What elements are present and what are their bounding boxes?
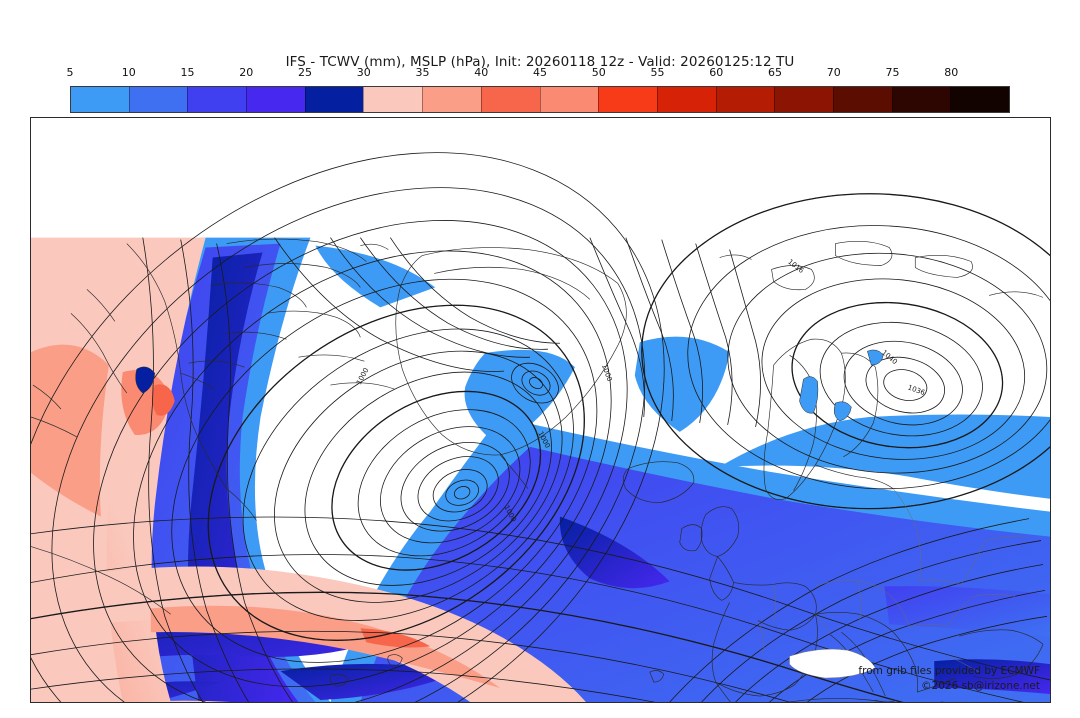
border-norway-sweden (789, 354, 817, 491)
colorbar-tick-80: 80 (944, 66, 959, 79)
colorbar (70, 86, 1010, 113)
coastline-western-europe (733, 582, 817, 631)
colorbar-segment-60-65 (715, 87, 775, 112)
colorbar-tick-20: 20 (239, 66, 254, 79)
colorbar-tick-65: 65 (768, 66, 782, 79)
coastline-black-sea (959, 629, 1044, 645)
colorbar-segment-35-40 (422, 87, 481, 112)
isobar-group-synoptic-flow (31, 237, 1050, 702)
colorbar-segment-65-70 (774, 87, 833, 112)
coastline-iberia-south (715, 681, 796, 697)
colorbar-segment-70-75 (832, 87, 892, 112)
coastline-north-america (31, 243, 257, 615)
page-title: IFS - TCWV (mm), MSLP (hPa), Init: 20260… (285, 54, 795, 70)
isobar-group-greenland (274, 237, 761, 428)
mslp-isobars: 1000 1000 1000 1040 1036 1000 1016 (31, 152, 1050, 702)
colorbar-segment-40-45 (480, 87, 540, 112)
coastline-arctic-islands (719, 241, 1044, 298)
isobar-group-secondary-low (511, 362, 559, 404)
colorbar-segment-55-60 (656, 87, 716, 112)
colorbar-tick-35: 35 (415, 66, 430, 79)
coastline-greece (917, 677, 956, 693)
colorbar-segment-45-50 (539, 87, 599, 112)
colorbar-tick-45: 45 (533, 66, 547, 79)
tcwv-fill-moist-plume (31, 237, 586, 702)
coastline-canadian-arctic (188, 238, 395, 390)
colorbar-segment-10-15 (128, 87, 188, 112)
coastline-iberia-west (711, 602, 730, 683)
isobar-group-emphasised (31, 193, 1050, 702)
map-panel[interactable]: 1000 1000 1000 1040 1036 1000 1016 (30, 117, 1051, 703)
colorbar-segment-5-10 (71, 87, 129, 112)
coastline-north-africa (789, 698, 944, 702)
coastline-british-isles (679, 506, 740, 601)
colorbar-tick-15: 15 (180, 66, 195, 79)
colorbar-tick-75: 75 (885, 66, 900, 79)
colorbar-segment-75-80 (891, 87, 951, 112)
colorbar-tick-labels: 5 10 15 20 25 30 35 40 45 50 55 60 65 70 75 80 (66, 66, 1010, 82)
colorbar-segments (70, 86, 1010, 113)
colorbar-segment-80-85 (950, 87, 1009, 112)
coastline-baltic (815, 464, 894, 489)
coastline-adriatic-north (815, 611, 892, 631)
coastline-nw-africa (715, 681, 731, 702)
coastlines (31, 238, 1044, 702)
lakes (135, 349, 884, 422)
colorbar-tick-50: 50 (591, 66, 606, 79)
coastline-iceland (622, 461, 695, 504)
colorbar-tick-55: 55 (650, 66, 665, 79)
colorbar-segment-15-20 (187, 87, 247, 112)
colorbar-tick-25: 25 (298, 66, 312, 79)
colorbar-tick-60: 60 (709, 66, 724, 79)
coastline-finland (841, 352, 879, 458)
coastline-atlantic-islands (329, 654, 665, 687)
coastline-balkans (891, 630, 919, 693)
colorbar-segment-25-30 (304, 87, 364, 112)
dry-region-alps (789, 648, 876, 679)
country-borders (757, 488, 1028, 673)
colorbar-tick-30: 30 (356, 66, 371, 79)
colorbar-segment-20-25 (246, 87, 305, 112)
colorbar-tick-10: 10 (121, 66, 136, 79)
map-canvas: 1000 1000 1000 1040 1036 1000 1016 (31, 118, 1050, 702)
colorbar-tick-40: 40 (474, 66, 489, 79)
colorbar-tick-5: 5 (66, 66, 74, 79)
colorbar-segment-30-35 (363, 87, 423, 112)
colorbar-segment-50-55 (598, 87, 657, 112)
coastline-scandinavia (763, 338, 846, 500)
colorbar-tick-70: 70 (826, 66, 841, 79)
coastline-greenland (395, 247, 627, 456)
